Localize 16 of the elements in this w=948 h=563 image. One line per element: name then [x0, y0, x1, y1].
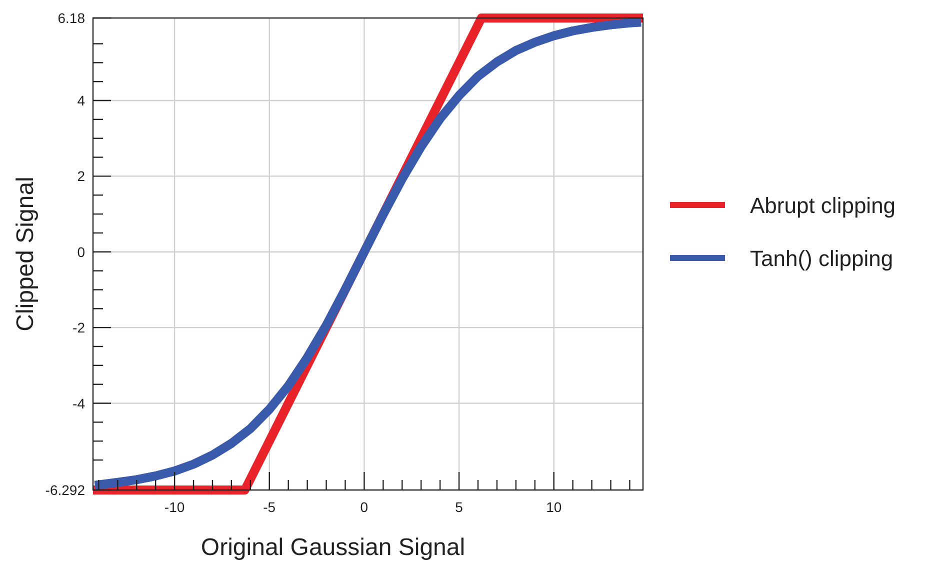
y-axis-title: Clipped Signal: [12, 176, 39, 332]
x-tick-label: 5: [455, 499, 464, 515]
x-tick-label: -10: [164, 499, 185, 515]
legend-label: Abrupt clipping: [750, 193, 896, 218]
x-tick-label: 0: [360, 499, 368, 515]
y-tick-label: -2: [72, 320, 86, 336]
y-tick-label: 4: [77, 92, 86, 108]
x-tick-label: -5: [263, 499, 276, 515]
y-tick-label: -4: [72, 395, 86, 412]
y-tick-label: 0: [77, 244, 86, 260]
y-tick-label: 6.18: [58, 10, 86, 26]
legend-label: Tanh() clipping: [750, 246, 894, 271]
x-tick-label: 10: [546, 499, 562, 515]
y-tick-label: -6.292: [45, 482, 86, 498]
x-axis-title: Original Gaussian Signal: [200, 534, 466, 561]
y-tick-label: 2: [77, 168, 86, 184]
